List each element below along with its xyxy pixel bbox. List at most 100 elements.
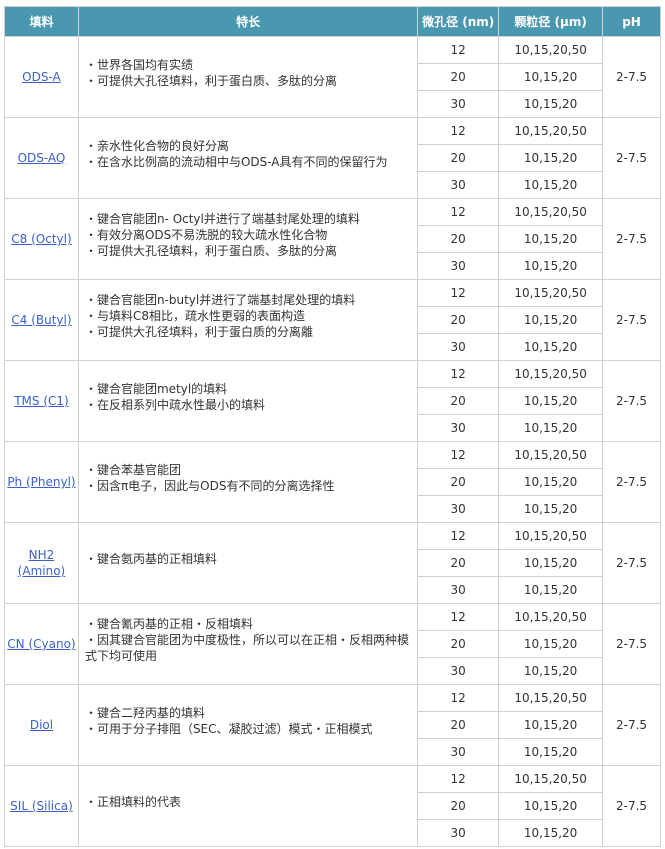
packing-name-cell: ODS-AQ — [4, 117, 79, 199]
pore-size-cell: 20 — [417, 306, 500, 334]
particle-size-cell: 10,15,20 — [498, 468, 604, 496]
feature-item: ・键合二羟丙基的填料 — [84, 706, 205, 720]
table-row: 30 10,15,20 — [5, 171, 661, 199]
table-row: C4 (Butyl) ・键合官能团n-butyl并进行了端基封尾处理的填料 ・与填料… — [4, 279, 661, 361]
feature-item: ・正相填料的代表 — [84, 795, 181, 809]
packing-link[interactable]: ODS-A — [22, 70, 61, 84]
pore-size-cell: 20 — [417, 711, 500, 739]
pore-size-cell: 30 — [417, 252, 500, 280]
particle-size-cell: 10,15,20,50 — [498, 441, 604, 469]
table-row: 30 10,15,20 — [5, 414, 661, 442]
packing-link[interactable]: Diol — [29, 718, 54, 732]
table-row: Ph (Phenyl) ・键合苯基官能团 ・因含π电子，因此与ODS有不同的分离选择… — [4, 441, 661, 523]
particle-size-cell: 10,15,20 — [498, 576, 604, 604]
packing-link[interactable]: Ph (Phenyl) — [7, 475, 76, 489]
header-features: 特长 — [77, 6, 419, 37]
feature-item: ・键合氨丙基的正相填料 — [84, 552, 217, 566]
packing-link[interactable]: TMS (C1) — [14, 394, 69, 408]
table-row: 20 10,15,20 — [5, 549, 661, 577]
pore-size-cell: 30 — [417, 333, 500, 361]
particle-size-cell: 10,15,20,50 — [498, 765, 604, 793]
particle-size-cell: 10,15,20 — [498, 711, 604, 739]
feature-item: ・亲水性化合物的良好分离 — [84, 139, 229, 153]
ph-cell: 2-7.5 — [602, 522, 661, 604]
particle-size-cell: 10,15,20,50 — [498, 198, 604, 226]
packing-link[interactable]: CN (Cyano) — [7, 637, 76, 651]
packing-name-cell: NH2 (Amino) — [4, 522, 79, 604]
particle-size-cell: 10,15,20 — [498, 144, 604, 172]
table-row: 30 10,15,20 — [5, 252, 661, 280]
header-packing: 填料 — [4, 6, 79, 37]
pore-size-cell: 20 — [417, 792, 500, 820]
pore-size-cell: 20 — [417, 225, 500, 253]
pore-size-cell: 30 — [417, 738, 500, 766]
feature-item: ・键合官能团n-butyl并进行了端基封尾处理的填料 — [84, 293, 356, 307]
features-cell: ・世界各国均有实绩 ・可提供大孔径填料，利于蛋白质、多肽的分离 — [77, 36, 419, 118]
pore-size-cell: 20 — [417, 387, 500, 415]
ph-cell: 2-7.5 — [602, 36, 661, 118]
feature-item: ・可提供大孔径填料，利于蛋白质、多肽的分离 — [84, 244, 337, 258]
ph-cell: 2-7.5 — [602, 441, 661, 523]
particle-size-cell: 10,15,20 — [498, 657, 604, 685]
header-ph: pH — [602, 6, 661, 37]
particle-size-cell: 10,15,20,50 — [498, 279, 604, 307]
pore-size-cell: 30 — [417, 414, 500, 442]
feature-item: ・可提供大孔径填料，利于蛋白质的分离離 — [84, 325, 313, 339]
feature-item: ・在含水比例高的流动相中与ODS-A具有不同的保留行为 — [84, 155, 388, 169]
features-cell: ・键合苯基官能团 ・因含π电子，因此与ODS有不同的分离选择性 — [77, 441, 419, 523]
feature-item: ・因其键合官能团为中度极性，所以可以在正相・反相两种模式下均可使用 — [84, 633, 409, 663]
ph-cell: 2-7.5 — [602, 684, 661, 766]
particle-size-cell: 10,15,20 — [498, 252, 604, 280]
packing-link[interactable]: SIL (Silica) — [10, 799, 73, 813]
table-row: TMS (C1) ・键合官能团metyl的填料 ・在反相系列中疏水性最小的填料 12 1… — [4, 360, 661, 442]
particle-size-cell: 10,15,20 — [498, 495, 604, 523]
packing-link[interactable]: C8 (Octyl) — [11, 232, 72, 246]
features-cell: ・正相填料的代表 — [77, 765, 419, 847]
feature-item: ・键合官能团metyl的填料 — [84, 382, 228, 396]
ph-cell: 2-7.5 — [602, 603, 661, 685]
pore-size-cell: 30 — [417, 495, 500, 523]
feature-item: ・在反相系列中疏水性最小的填料 — [84, 398, 265, 412]
header-particle: 颗粒径 (μm) — [498, 6, 604, 37]
packing-name-cell: C8 (Octyl) — [4, 198, 79, 280]
packing-link[interactable]: ODS-AQ — [17, 151, 66, 165]
features-cell: ・键合官能团metyl的填料・在反相系列中疏水性最小的填料 — [77, 360, 419, 442]
pore-size-cell: 12 — [417, 684, 500, 712]
feature-item: ・与填料C8相比，疏水性更弱的表面构造 — [84, 309, 305, 323]
particle-size-cell: 10,15,20 — [498, 549, 604, 577]
pore-size-cell: 20 — [417, 63, 500, 91]
features-cell: ・亲水性化合物的良好分离・在含水比例高的流动相中与ODS-A具有不同的保留行为 — [77, 117, 419, 199]
particle-size-cell: 10,15,20 — [498, 792, 604, 820]
pore-size-cell: 12 — [417, 765, 500, 793]
pore-size-cell: 30 — [417, 576, 500, 604]
ph-cell: 2-7.5 — [602, 360, 661, 442]
pore-size-cell: 20 — [417, 144, 500, 172]
particle-size-cell: 10,15,20 — [498, 90, 604, 118]
feature-item: ・因含π电子，因此与ODS有不同的分离选择性 — [84, 479, 335, 493]
packing-link[interactable]: NH2 (Amino) — [17, 548, 66, 578]
packing-name-cell: C4 (Butyl) — [4, 279, 79, 361]
features-cell: ・键合二羟丙基的填料・可用于分子排阻（SEC、凝胶过滤）模式・正相模式 — [77, 684, 419, 766]
particle-size-cell: 10,15,20 — [498, 819, 604, 847]
pore-size-cell: 12 — [417, 522, 500, 550]
features-cell: ・键合官能团n- Octyl并进行了端基封尾处理的填料 ・有效分离ODS不易洗脱的… — [77, 198, 419, 280]
table-row: SIL (Silica) ・正相填料的代表 12 10,15,20,50 2-7.5 — [4, 765, 661, 847]
ph-cell: 2-7.5 — [602, 198, 661, 280]
particle-size-cell: 10,15,20 — [498, 63, 604, 91]
particle-size-cell: 10,15,20 — [498, 225, 604, 253]
feature-item: ・可提供大孔径填料，利于蛋白质、多肽的分离 — [84, 74, 337, 88]
particle-size-cell: 10,15,20,50 — [498, 36, 604, 64]
particle-size-cell: 10,15,20,50 — [498, 522, 604, 550]
features-cell: ・键合氰丙基的正相・反相填料 ・因其键合官能团为中度极性，所以可以在正相・反相两种… — [77, 603, 419, 685]
particle-size-cell: 10,15,20,50 — [498, 684, 604, 712]
pore-size-cell: 30 — [417, 819, 500, 847]
table-row: 20 10,15,20 — [5, 630, 661, 658]
feature-item: ・可用于分子排阻（SEC、凝胶过滤）模式・正相模式 — [84, 722, 373, 736]
particle-size-cell: 10,15,20 — [498, 171, 604, 199]
pore-size-cell: 30 — [417, 657, 500, 685]
pore-size-cell: 30 — [417, 90, 500, 118]
packing-link[interactable]: C4 (Butyl) — [11, 313, 72, 327]
table-row: 20 10,15,20 — [5, 63, 661, 91]
particle-size-cell: 10,15,20 — [498, 333, 604, 361]
particle-size-cell: 10,15,20 — [498, 738, 604, 766]
